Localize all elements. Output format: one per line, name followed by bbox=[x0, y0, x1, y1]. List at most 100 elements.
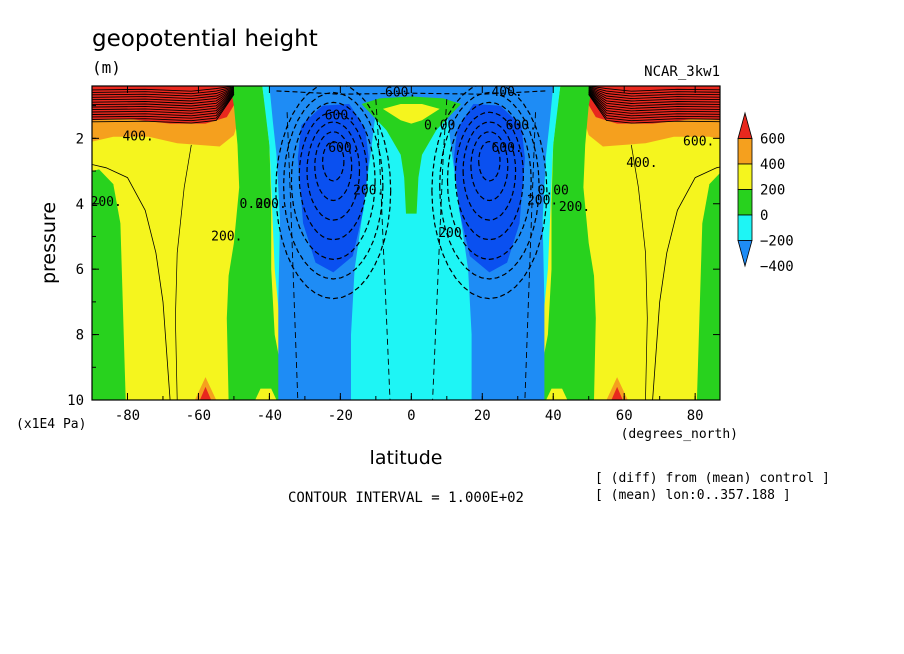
surface-ridge-south-yellow bbox=[255, 388, 277, 400]
red-contour-north-3 bbox=[588, 87, 720, 100]
contour-label: 200. bbox=[91, 195, 122, 210]
colorbar-segment bbox=[737, 189, 753, 216]
y-tick-label: 10 bbox=[67, 393, 84, 409]
contour-label: 200. bbox=[438, 226, 469, 241]
x-tick-label: -60 bbox=[186, 408, 211, 424]
neg-contour-north-1 bbox=[470, 131, 509, 202]
red-contour-south-13 bbox=[92, 94, 235, 124]
red-contour-south-6 bbox=[92, 89, 235, 107]
neg-contour-south-2 bbox=[306, 121, 361, 221]
y-tick-label: 2 bbox=[76, 131, 84, 147]
x-tick-label: -40 bbox=[257, 408, 282, 424]
neg-contour-north-5 bbox=[439, 91, 540, 280]
x-tick-label: 20 bbox=[474, 408, 491, 424]
chart-title: geopotential height bbox=[92, 26, 318, 52]
contour-label: 600. bbox=[325, 108, 356, 123]
contour-label: 400. bbox=[491, 85, 522, 100]
note-mean: [ (mean) lon:0..357.188 ] bbox=[595, 488, 791, 503]
red-contour-south-5 bbox=[92, 88, 235, 104]
neg-contour-north-3 bbox=[454, 111, 525, 241]
red-contour-south-4 bbox=[92, 88, 235, 102]
colorbar-segment bbox=[737, 163, 753, 190]
contour-label: 600. bbox=[385, 86, 416, 101]
colorbar: 600 400 200 0 −200 −400 bbox=[737, 111, 794, 275]
colorbar-segment bbox=[737, 214, 753, 241]
y-tick-label: 4 bbox=[76, 197, 84, 213]
note-diff: [ (diff) from (mean) control ] bbox=[595, 471, 830, 486]
green-band-north bbox=[535, 86, 596, 400]
red-contour-north-8 bbox=[588, 90, 720, 112]
neg-contour-south-0 bbox=[321, 140, 345, 182]
triangle-feature-south-red bbox=[199, 386, 212, 400]
colorbar-label: 200 bbox=[760, 183, 785, 199]
colorbar-top-arrow bbox=[737, 111, 753, 139]
contour-label: 0.00 bbox=[538, 184, 569, 199]
green-band-far-south bbox=[92, 169, 126, 400]
contour-label: 400. bbox=[122, 130, 153, 145]
red-contour-north-12 bbox=[588, 93, 720, 122]
thin-contour-south bbox=[92, 164, 171, 400]
contour-interval: CONTOUR INTERVAL = 1.000E+02 bbox=[288, 490, 524, 506]
x-tick-label: -80 bbox=[115, 408, 140, 424]
colorbar-segment bbox=[737, 138, 753, 165]
y-axis-label: pressure bbox=[38, 202, 60, 284]
x-tick-label: -20 bbox=[328, 408, 353, 424]
red-contour-south-11 bbox=[92, 92, 235, 119]
red-contour-south-8 bbox=[92, 90, 235, 112]
thin-contour-south-2 bbox=[175, 144, 192, 400]
neg-contour-south-6 bbox=[275, 86, 392, 300]
y-tick-label: 6 bbox=[76, 262, 84, 278]
red-contour-north-4 bbox=[588, 88, 720, 102]
red-contour-north-10 bbox=[588, 92, 720, 117]
red-contour-north-2 bbox=[588, 86, 720, 97]
plot-frame bbox=[91, 85, 721, 401]
colorbar-label: 600 bbox=[760, 132, 785, 148]
neg-contour-south-4 bbox=[290, 101, 376, 261]
neg-contour-north-0 bbox=[478, 140, 501, 182]
red-contour-south-2 bbox=[92, 86, 235, 97]
contour-label: 600. bbox=[683, 135, 714, 150]
dashed-blue-south bbox=[286, 112, 299, 400]
contour-label: 200. bbox=[256, 197, 287, 212]
x-axis-units: (degrees_north) bbox=[621, 427, 738, 442]
green-band-south bbox=[226, 86, 288, 400]
x-tick-label: 60 bbox=[616, 408, 633, 424]
colorbar-label: 0 bbox=[760, 208, 768, 224]
y-axis: 2 4 6 8 10 bbox=[67, 105, 720, 409]
red-contour-south-7 bbox=[92, 90, 235, 109]
contour-label: 600. bbox=[328, 141, 359, 156]
yellow-equatorial-cap bbox=[382, 104, 440, 124]
neg-contour-south-3 bbox=[298, 111, 368, 241]
colorbar-bottom-arrow bbox=[737, 240, 753, 268]
contour-label: 200. bbox=[211, 229, 242, 244]
colorbar-label: −400 bbox=[760, 259, 794, 275]
neg-contour-south-1 bbox=[314, 131, 353, 202]
red-contour-south-9 bbox=[92, 91, 235, 114]
x-tick-label: 80 bbox=[687, 408, 704, 424]
run-name: NCAR_3kw1 bbox=[644, 64, 720, 80]
contour-label: 600. bbox=[506, 118, 537, 133]
x-tick-label: 0 bbox=[407, 408, 415, 424]
red-contour-south-3 bbox=[92, 87, 235, 100]
green-equatorial-plume bbox=[361, 96, 461, 214]
dashed-top-strip bbox=[276, 90, 547, 95]
x-tick-label: 40 bbox=[545, 408, 562, 424]
red-contour-north-11 bbox=[588, 92, 720, 119]
triangle-feature-north-red bbox=[611, 386, 623, 400]
red-contour-north-6 bbox=[588, 89, 720, 107]
contour-label: 200. bbox=[559, 200, 590, 215]
surface-ridge-north-yellow bbox=[546, 388, 568, 400]
contour-label: 600. bbox=[491, 141, 522, 156]
colorbar-label: 400 bbox=[760, 157, 785, 173]
colorbar-label: −200 bbox=[760, 234, 794, 250]
contour-lines bbox=[92, 86, 720, 400]
red-contour-south-10 bbox=[92, 92, 235, 117]
red-contour-south-12 bbox=[92, 93, 235, 122]
thin-contour-north bbox=[652, 166, 720, 400]
y-tick-label: 8 bbox=[76, 328, 84, 344]
chart-units: (m) bbox=[92, 58, 121, 77]
red-contour-north-7 bbox=[588, 90, 720, 109]
green-band-far-north bbox=[696, 173, 720, 400]
